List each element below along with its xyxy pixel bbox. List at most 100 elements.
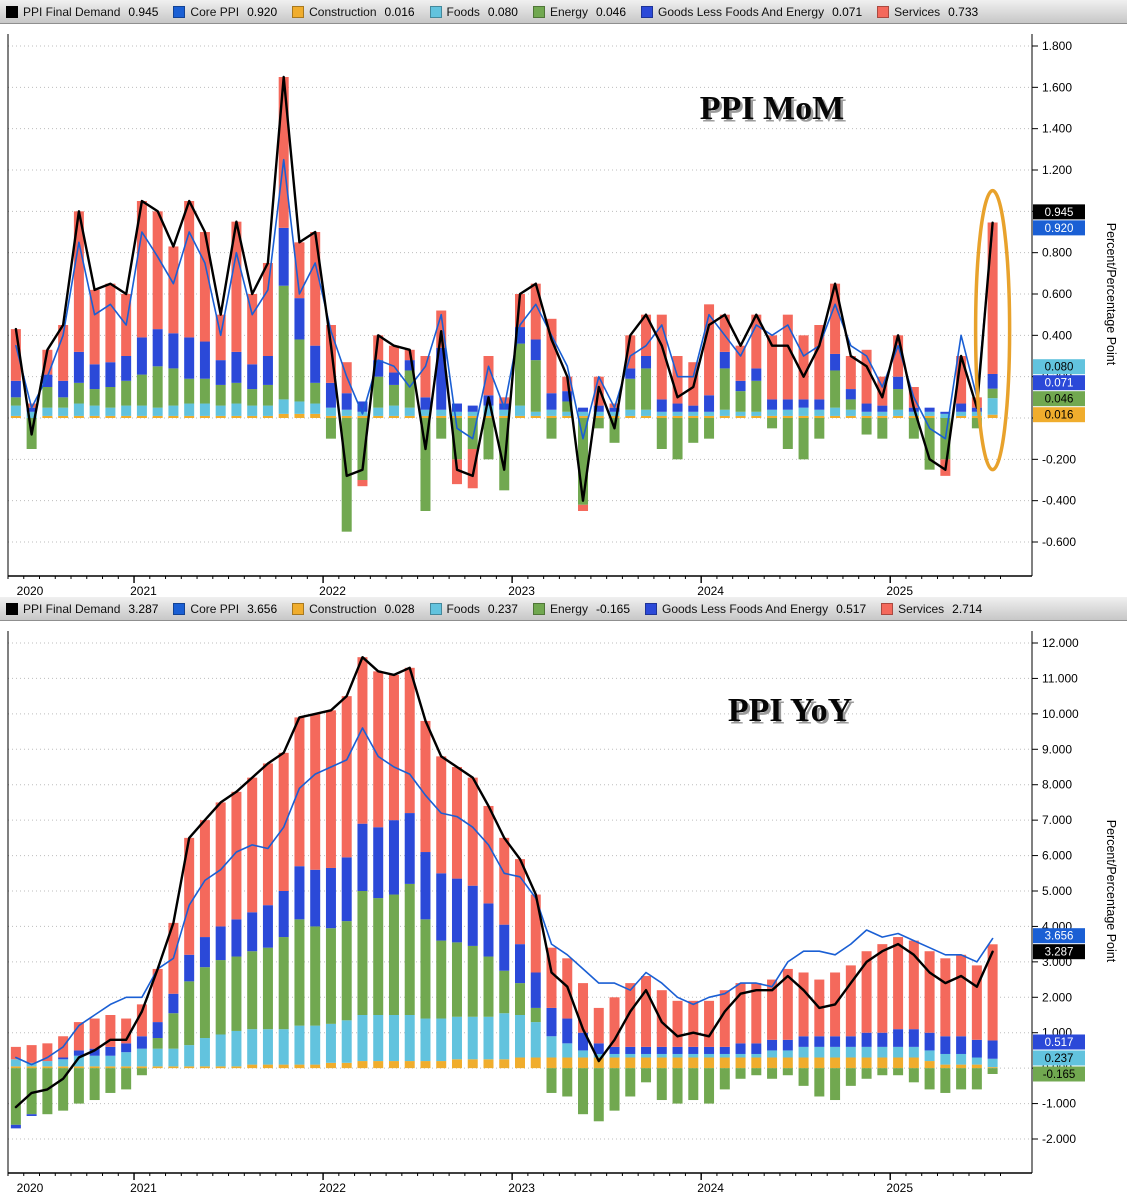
bar-segment-energy xyxy=(861,418,872,435)
bar-segment-services xyxy=(247,294,258,365)
bar-segment-foods xyxy=(672,1053,683,1058)
bar-segment-energy xyxy=(546,1068,557,1093)
bar-segment-energy xyxy=(530,1007,541,1023)
bar-segment-services xyxy=(121,1018,132,1044)
legend-swatch-icon xyxy=(6,5,18,18)
legend-series-value: 0.016 xyxy=(384,4,415,19)
bar-segment-construction xyxy=(499,415,510,418)
bar-segment-energy xyxy=(467,945,478,1017)
bar-segment-energy xyxy=(751,380,762,412)
bar-segment-foods xyxy=(341,1020,352,1063)
bar-segment-energy xyxy=(609,418,620,443)
bar-segment-energy xyxy=(341,921,352,1021)
bar-segment-foods xyxy=(578,1050,589,1058)
bar-segment-services xyxy=(546,947,557,1008)
bar-segment-foods xyxy=(908,411,919,416)
bar-segment-foods xyxy=(184,403,195,416)
bar-segment-energy xyxy=(735,1068,746,1079)
bar-segment-foods xyxy=(499,409,510,416)
bar-segment-goods_less_foods_and_energy xyxy=(515,327,525,344)
bar-segment-construction xyxy=(515,1057,525,1069)
bar-segment-foods xyxy=(89,405,100,416)
bar-segment-goods_less_foods_and_energy xyxy=(924,407,935,412)
bar-segment-foods xyxy=(152,1048,163,1067)
bar-segment-energy xyxy=(845,399,856,410)
bar-segment-goods_less_foods_and_energy xyxy=(641,356,652,369)
y-axis-tick-label: 6.000 xyxy=(1042,849,1072,863)
bar-segment-foods xyxy=(451,411,462,416)
bar-segment-energy xyxy=(294,919,305,1026)
bar-segment-goods_less_foods_and_energy xyxy=(719,1046,730,1054)
bar-segment-services xyxy=(10,329,21,381)
bar-segment-construction xyxy=(562,1057,573,1069)
bar-segment-goods_less_foods_and_energy xyxy=(971,1039,982,1058)
bar-segment-services xyxy=(420,356,431,398)
bar-segment-energy xyxy=(136,374,147,406)
bar-segment-foods xyxy=(814,409,825,416)
bar-segment-foods xyxy=(751,411,762,416)
bar-segment-foods xyxy=(168,1048,179,1067)
bar-segment-foods xyxy=(467,1016,478,1060)
bar-segment-foods xyxy=(719,409,730,416)
bar-segment-goods_less_foods_and_energy xyxy=(672,403,683,412)
bar-segment-energy xyxy=(877,418,888,439)
legend-item: Foods 0.080 xyxy=(429,5,518,19)
bar-segment-construction xyxy=(782,1057,793,1069)
bar-segment-construction xyxy=(719,1057,730,1069)
bar-segment-construction xyxy=(641,1057,652,1069)
bar-segment-energy xyxy=(184,378,195,404)
bar-segment-energy xyxy=(814,418,825,439)
latest-value-badge-label: 0.237 xyxy=(1045,1053,1074,1065)
bar-segment-goods_less_foods_and_energy xyxy=(782,399,793,410)
bar-segment-foods xyxy=(136,1048,147,1067)
bar-segment-construction xyxy=(515,415,525,418)
bar-segment-foods xyxy=(325,1023,336,1063)
bar-segment-energy xyxy=(58,1068,69,1111)
bar-segment-construction xyxy=(578,1057,589,1069)
bar-segment-energy xyxy=(420,418,431,511)
bar-segment-energy xyxy=(10,397,21,406)
bar-segment-services xyxy=(262,763,273,906)
bar-segment-construction xyxy=(420,1061,431,1069)
latest-value-badge-label: 3.656 xyxy=(1045,931,1074,943)
bar-segment-construction xyxy=(231,415,242,418)
x-axis-year-label: 2023 xyxy=(508,584,535,597)
bar-segment-energy xyxy=(373,898,384,1015)
bar-segment-energy xyxy=(767,1068,778,1079)
bar-segment-services xyxy=(924,951,935,1033)
legend-swatch-icon xyxy=(645,602,657,615)
bar-segment-energy xyxy=(136,1068,147,1076)
bar-segment-foods xyxy=(121,405,132,416)
bar-segment-construction xyxy=(262,415,273,418)
bar-segment-construction xyxy=(987,1067,998,1069)
bar-segment-services xyxy=(751,314,762,369)
bar-segment-goods_less_foods_and_energy xyxy=(893,1029,904,1047)
legend-series-name: Energy xyxy=(549,601,588,616)
bar-segment-services xyxy=(483,356,494,396)
bar-segment-foods xyxy=(893,409,904,416)
bar-segment-services xyxy=(136,1004,147,1037)
bar-segment-energy xyxy=(215,384,226,406)
bar-segment-services xyxy=(262,263,273,356)
bar-segment-construction xyxy=(42,415,53,418)
legend-series-name: Services xyxy=(898,601,945,616)
latest-value-badge xyxy=(1033,220,1085,236)
bar-segment-services xyxy=(451,767,462,879)
bar-segment-services xyxy=(73,1022,84,1051)
bar-segment-foods xyxy=(262,1029,273,1065)
bar-segment-construction xyxy=(593,1057,604,1069)
bar-segment-construction xyxy=(798,415,809,418)
bar-segment-construction xyxy=(704,1057,715,1069)
bar-segment-foods xyxy=(830,1046,841,1058)
bar-segment-foods xyxy=(404,407,415,416)
bar-segment-services xyxy=(578,504,589,511)
bar-segment-services xyxy=(105,283,116,363)
bar-segment-energy xyxy=(73,382,84,404)
bar-segment-foods xyxy=(420,409,431,416)
bar-segment-energy xyxy=(924,1068,935,1090)
bar-segment-foods xyxy=(136,405,147,416)
bar-segment-services xyxy=(625,983,636,1047)
bar-segment-energy xyxy=(672,418,683,460)
bar-segment-foods xyxy=(278,399,289,414)
bar-segment-goods_less_foods_and_energy xyxy=(735,380,746,392)
